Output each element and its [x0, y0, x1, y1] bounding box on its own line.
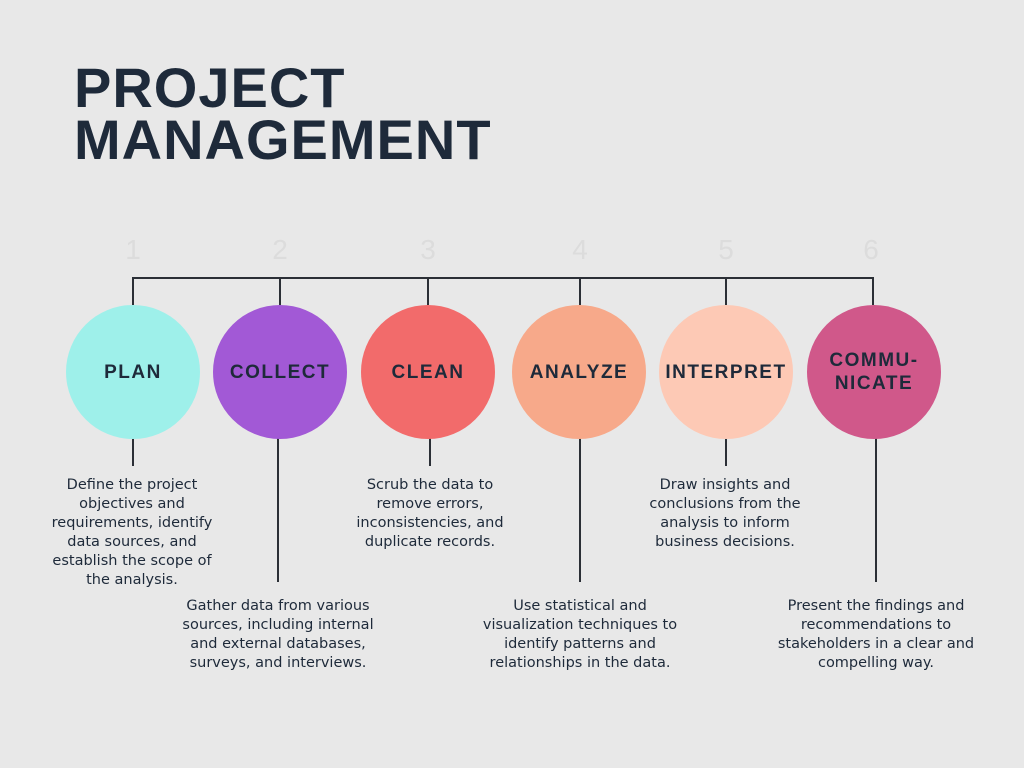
- step-label-clean: CLEAN: [391, 361, 465, 383]
- step-circle-clean: CLEAN: [361, 305, 495, 439]
- step-circle-communicate: COMMU- NICATE: [807, 305, 941, 439]
- step-number-4: 4: [572, 234, 588, 265]
- step-circle-plan: PLAN: [66, 305, 200, 439]
- step-number-1: 1: [125, 234, 141, 265]
- title-line-2: MANAGEMENT: [74, 108, 492, 171]
- step-number-5: 5: [718, 234, 734, 265]
- step-description-communicate: Present the findings and recommendations…: [777, 598, 975, 671]
- step-circle-analyze: ANALYZE: [512, 305, 646, 439]
- step-description-collect: Gather data from various sources, includ…: [182, 598, 374, 671]
- page-title: PROJECT MANAGEMENT: [74, 56, 492, 171]
- step-number-6: 6: [863, 234, 879, 265]
- step-description-plan: Define the project objectives and requir…: [51, 477, 213, 588]
- step-description-analyze: Use statistical and visualization techni…: [482, 598, 678, 671]
- step-description-clean: Scrub the data to remove errors, inconsi…: [356, 477, 504, 550]
- step-label-communicate: COMMU- NICATE: [829, 350, 919, 394]
- step-label-analyze: ANALYZE: [529, 361, 629, 383]
- step-label-interpret: INTERPRET: [665, 361, 787, 383]
- step-description-interpret: Draw insights and conclusions from the a…: [649, 477, 801, 550]
- step-label-plan: PLAN: [104, 361, 162, 383]
- step-label-collect: COLLECT: [229, 361, 331, 383]
- step-number-3: 3: [420, 234, 436, 265]
- step-number-2: 2: [272, 234, 288, 265]
- title-line-1: PROJECT: [74, 56, 346, 119]
- step-circle-interpret: INTERPRET: [659, 305, 793, 439]
- step-circle-collect: COLLECT: [213, 305, 347, 439]
